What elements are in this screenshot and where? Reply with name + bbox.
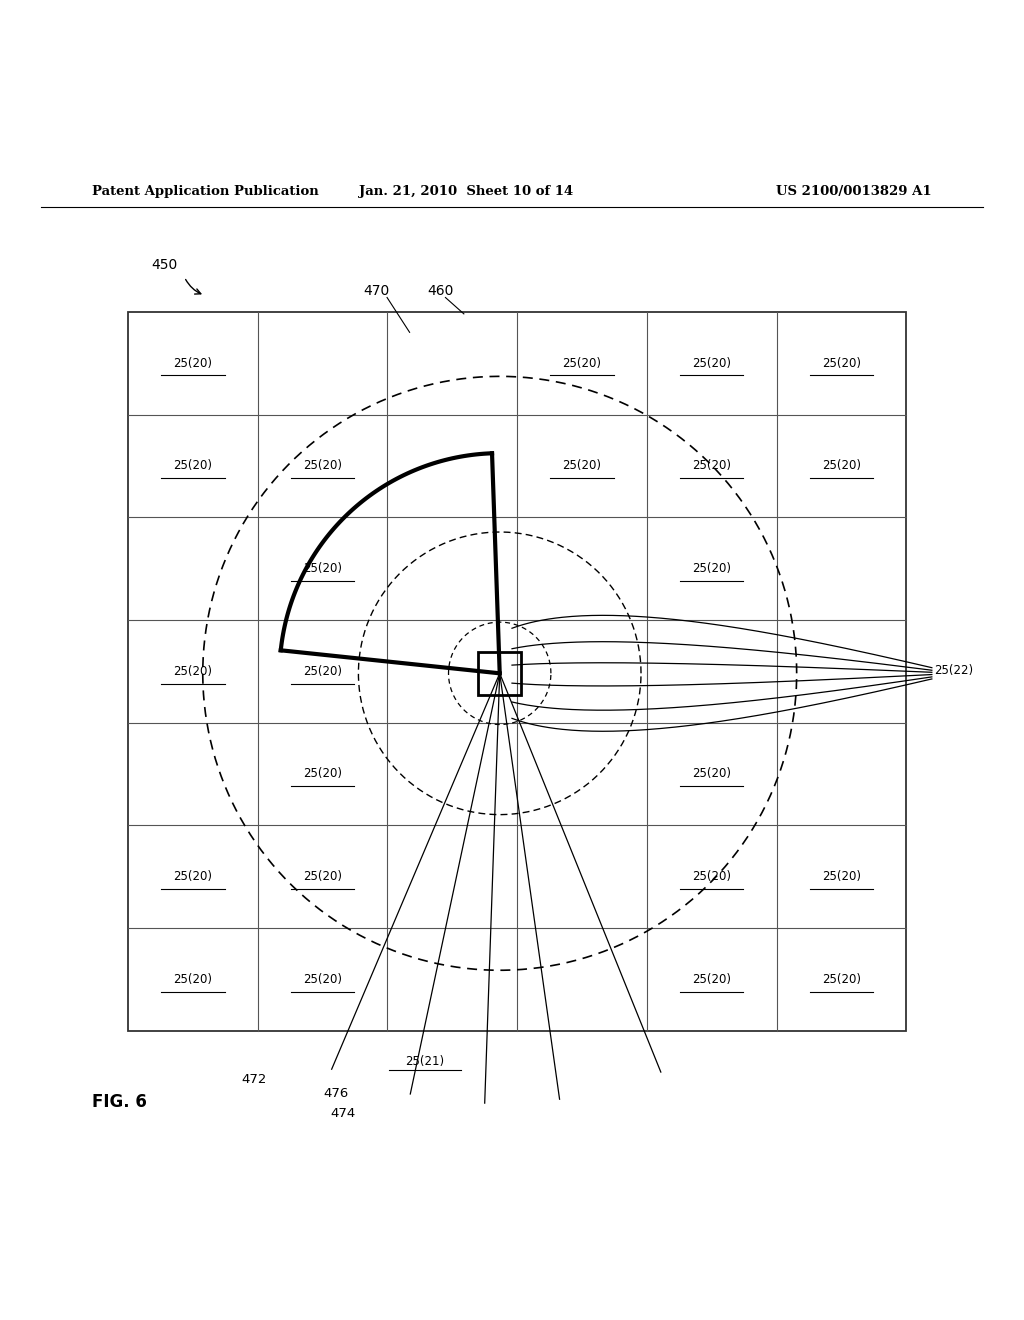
- Text: US 2100/0013829 A1: US 2100/0013829 A1: [776, 185, 932, 198]
- Text: 460: 460: [427, 284, 454, 298]
- Text: 25(20): 25(20): [822, 870, 861, 883]
- Text: 476: 476: [324, 1086, 348, 1100]
- Text: 25(20): 25(20): [303, 870, 342, 883]
- Text: FIG. 6: FIG. 6: [92, 1093, 147, 1111]
- Text: 472: 472: [242, 1073, 266, 1086]
- Text: 25(20): 25(20): [692, 767, 731, 780]
- Text: 25(20): 25(20): [822, 973, 861, 986]
- Text: 25(20): 25(20): [822, 356, 861, 370]
- Text: Patent Application Publication: Patent Application Publication: [92, 185, 318, 198]
- Text: 25(20): 25(20): [692, 562, 731, 576]
- Text: 25(20): 25(20): [822, 459, 861, 473]
- Text: 25(20): 25(20): [303, 973, 342, 986]
- Text: 25(20): 25(20): [303, 665, 342, 677]
- Text: 25(20): 25(20): [692, 870, 731, 883]
- Text: 25(20): 25(20): [692, 459, 731, 473]
- Text: 474: 474: [331, 1107, 355, 1121]
- Text: 25(20): 25(20): [173, 665, 212, 677]
- Text: 25(20): 25(20): [303, 562, 342, 576]
- Text: 25(20): 25(20): [692, 356, 731, 370]
- Text: Jan. 21, 2010  Sheet 10 of 14: Jan. 21, 2010 Sheet 10 of 14: [358, 185, 573, 198]
- Text: 25(20): 25(20): [173, 356, 212, 370]
- Text: 25(21): 25(21): [406, 1055, 444, 1068]
- Text: 450: 450: [152, 257, 178, 272]
- Text: 25(20): 25(20): [692, 973, 731, 986]
- Text: 25(20): 25(20): [173, 870, 212, 883]
- Text: 470: 470: [364, 284, 390, 298]
- Text: 25(20): 25(20): [303, 767, 342, 780]
- Text: 25(22): 25(22): [934, 664, 973, 677]
- Text: 25(20): 25(20): [562, 459, 601, 473]
- Text: 25(20): 25(20): [173, 459, 212, 473]
- Text: 25(20): 25(20): [562, 356, 601, 370]
- Text: 25(20): 25(20): [173, 973, 212, 986]
- Text: 25(20): 25(20): [303, 459, 342, 473]
